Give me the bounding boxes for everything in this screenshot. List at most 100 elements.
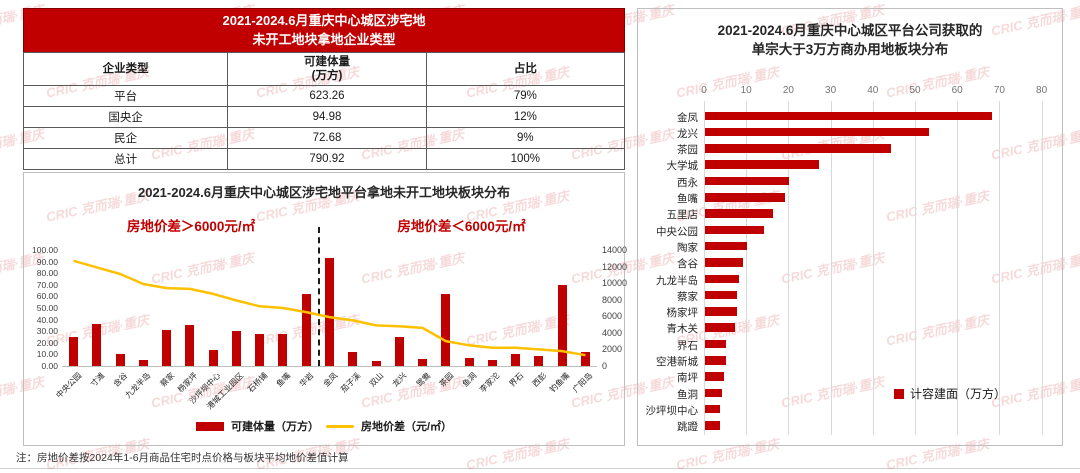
table-cell: 623.26 [227,85,427,107]
hbar-中央公园 [705,225,765,235]
bar-寸滩 [92,324,102,366]
table-row: 民企 72.68 9% [22,127,626,149]
left-axis-tick: 80.00 [36,268,58,279]
left-axis-tick: 20.00 [36,337,58,348]
line-series-label: 房地价差（元/㎡） [360,421,453,433]
bar-杨家坪 [185,325,195,366]
bar-series-swatch [195,421,224,431]
row-label-含谷: 含谷 [677,258,698,271]
row-label-五里店: 五里店 [666,209,699,222]
price-gap-line [73,259,586,357]
bar-双山 [371,361,381,366]
bar-茄子溪 [348,352,358,366]
hbar-title-line2: 单宗大于3万方商办用地板块分布 [751,42,949,57]
hbar-陶家 [705,241,748,251]
bar-九龙半岛 [138,360,148,366]
bar-蔡家 [162,330,172,366]
hbar-西永 [705,176,790,186]
x-axis-tick-80: 80 [1036,85,1048,96]
enterprise-table-panel: 2021-2024.6月重庆中心城区涉宅地 未开工地块拿地企业类型 企业类型 可建… [22,8,626,170]
table-title: 2021-2024.6月重庆中心城区涉宅地 未开工地块拿地企业类型 [23,8,625,52]
hbar-plot-area: 0 10 20 30 40 50 60 70 80 金凤 龙兴 茶园 大学城 西永 鱼嘴 五里店 中央公园 陶家含… [638,9,1062,445]
bar-金凤 [325,258,334,366]
bar-石桥铺 [255,333,265,366]
hbar-龙兴 [705,127,929,137]
table-cell: 国央企 [22,106,229,128]
right-axis-tick: 2000 [602,344,623,355]
table-cell: 790.92 [227,148,427,170]
left-axis-tick: 60.00 [36,291,58,302]
bar-鱼洞 [464,357,474,366]
x-axis-tick-50: 50 [909,85,921,96]
gridline-50 [915,101,916,435]
table-cell: 总计 [22,148,229,170]
bar-series-label: 可建体量（万方） [230,421,319,433]
hbar-空港新城 [705,356,727,365]
hbar-鱼嘴 [705,193,786,202]
right-axis-tick: 0 [602,361,608,371]
x-axis-tick-60: 60 [951,85,963,96]
left-axis-tick: 40.00 [36,314,58,325]
annotation-price-gap-gt6000: 房地价差＞6000元/㎡ [126,219,256,234]
row-label-沙坪坝中心: 沙坪坝中心 [645,404,699,417]
table-cell: 72.68 [227,127,427,149]
left-axis-tick: 90.00 [36,256,58,267]
left-axis-tick: 100.00 [32,245,58,255]
table-cell: 79% [425,85,626,107]
gridline-10 [746,101,748,435]
left-axis-tick: 50.00 [36,303,58,313]
right-axis-tick: 4000 [602,327,623,338]
table-row: 平台 623.26 79% [22,85,626,107]
table-column-header: 可建体量 (万方) [227,52,427,86]
left-axis-tick: 10.00 [36,349,58,360]
gridline-40 [872,101,874,435]
hbar-大学城 [705,160,819,169]
table-cell: 12% [425,106,626,128]
row-label-杨家坪: 杨家坪 [666,307,699,320]
row-label-中央公园: 中央公园 [656,225,698,238]
table-cell: 9% [425,127,626,149]
hbar-南坪 [705,372,724,381]
row-label-鱼洞: 鱼洞 [677,388,698,401]
bar-钓鱼嘴 [557,284,567,366]
table-header: 企业类型 可建体量 (万方) 占比 [22,52,626,86]
hbar-金凤 [705,111,992,120]
table-row: 总计 790.92 100% [22,148,626,170]
bar-龙兴 [394,337,404,366]
x-axis-tick-40: 40 [867,85,879,96]
table-column-header: 企业类型 [22,52,229,86]
hbar-青木关 [705,323,735,332]
x-axis-tick-70: 70 [993,85,1005,96]
bar-茶园 [441,294,451,366]
bar-港城工业园区 [231,331,241,366]
hbar-跳蹬 [705,421,720,430]
combo-chart-title: 2021-2024.6月重庆中心城区涉宅地平台拿地未开工地块板块分布 [137,185,510,200]
row-label-界石: 界石 [677,339,698,352]
hbar-series-swatch [894,388,904,399]
row-label-南坪: 南坪 [677,372,698,385]
combo-legend: 可建体量（万方） 房地价差（元/㎡） [24,418,624,434]
table-row: 国央企 94.98 12% [22,106,626,128]
annotation-price-gap-lt6000: 房地价差＜6000元/㎡ [397,219,526,234]
x-axis-line [62,366,597,367]
hbar-九龙半岛 [705,274,739,283]
footer-divider [0,468,1080,469]
right-axis-tick: 8000 [602,294,623,305]
table-title-line1: 2021-2024.6月重庆中心城区涉宅地 [222,13,426,28]
bar-华岩 [301,294,311,366]
footnote: 注：房地价差按2024年1-6月商品住宅时点价格与板块平均地价差值计算 [16,452,349,464]
hbar-chart-title: 2021-2024.6月重庆中心城区平台公司获取的 单宗大于3万方商办用地板块分… [638,21,1062,59]
table-cell: 平台 [22,85,229,107]
bar-鱼嘴 [278,333,288,366]
hbar-五里店 [705,209,773,218]
row-label-空港新城: 空港新城 [656,356,698,368]
row-label-陶家: 陶家 [677,241,698,254]
combo-plot-area: 100.00 90.00 80.00 70.00 60.00 50.00 40.00 30.0… [24,173,627,445]
enterprise-type-table: 企业类型 可建体量 (万方) 占比 平台 623.26 79% 国央企 94.98 12% 民企… [22,52,626,170]
bar-含谷 [115,354,125,366]
row-label-跳蹬: 跳蹬 [677,421,698,434]
x-axis-tick-20: 20 [782,85,794,96]
bar-广阳岛 [580,352,590,366]
bar-西彭 [534,355,544,366]
